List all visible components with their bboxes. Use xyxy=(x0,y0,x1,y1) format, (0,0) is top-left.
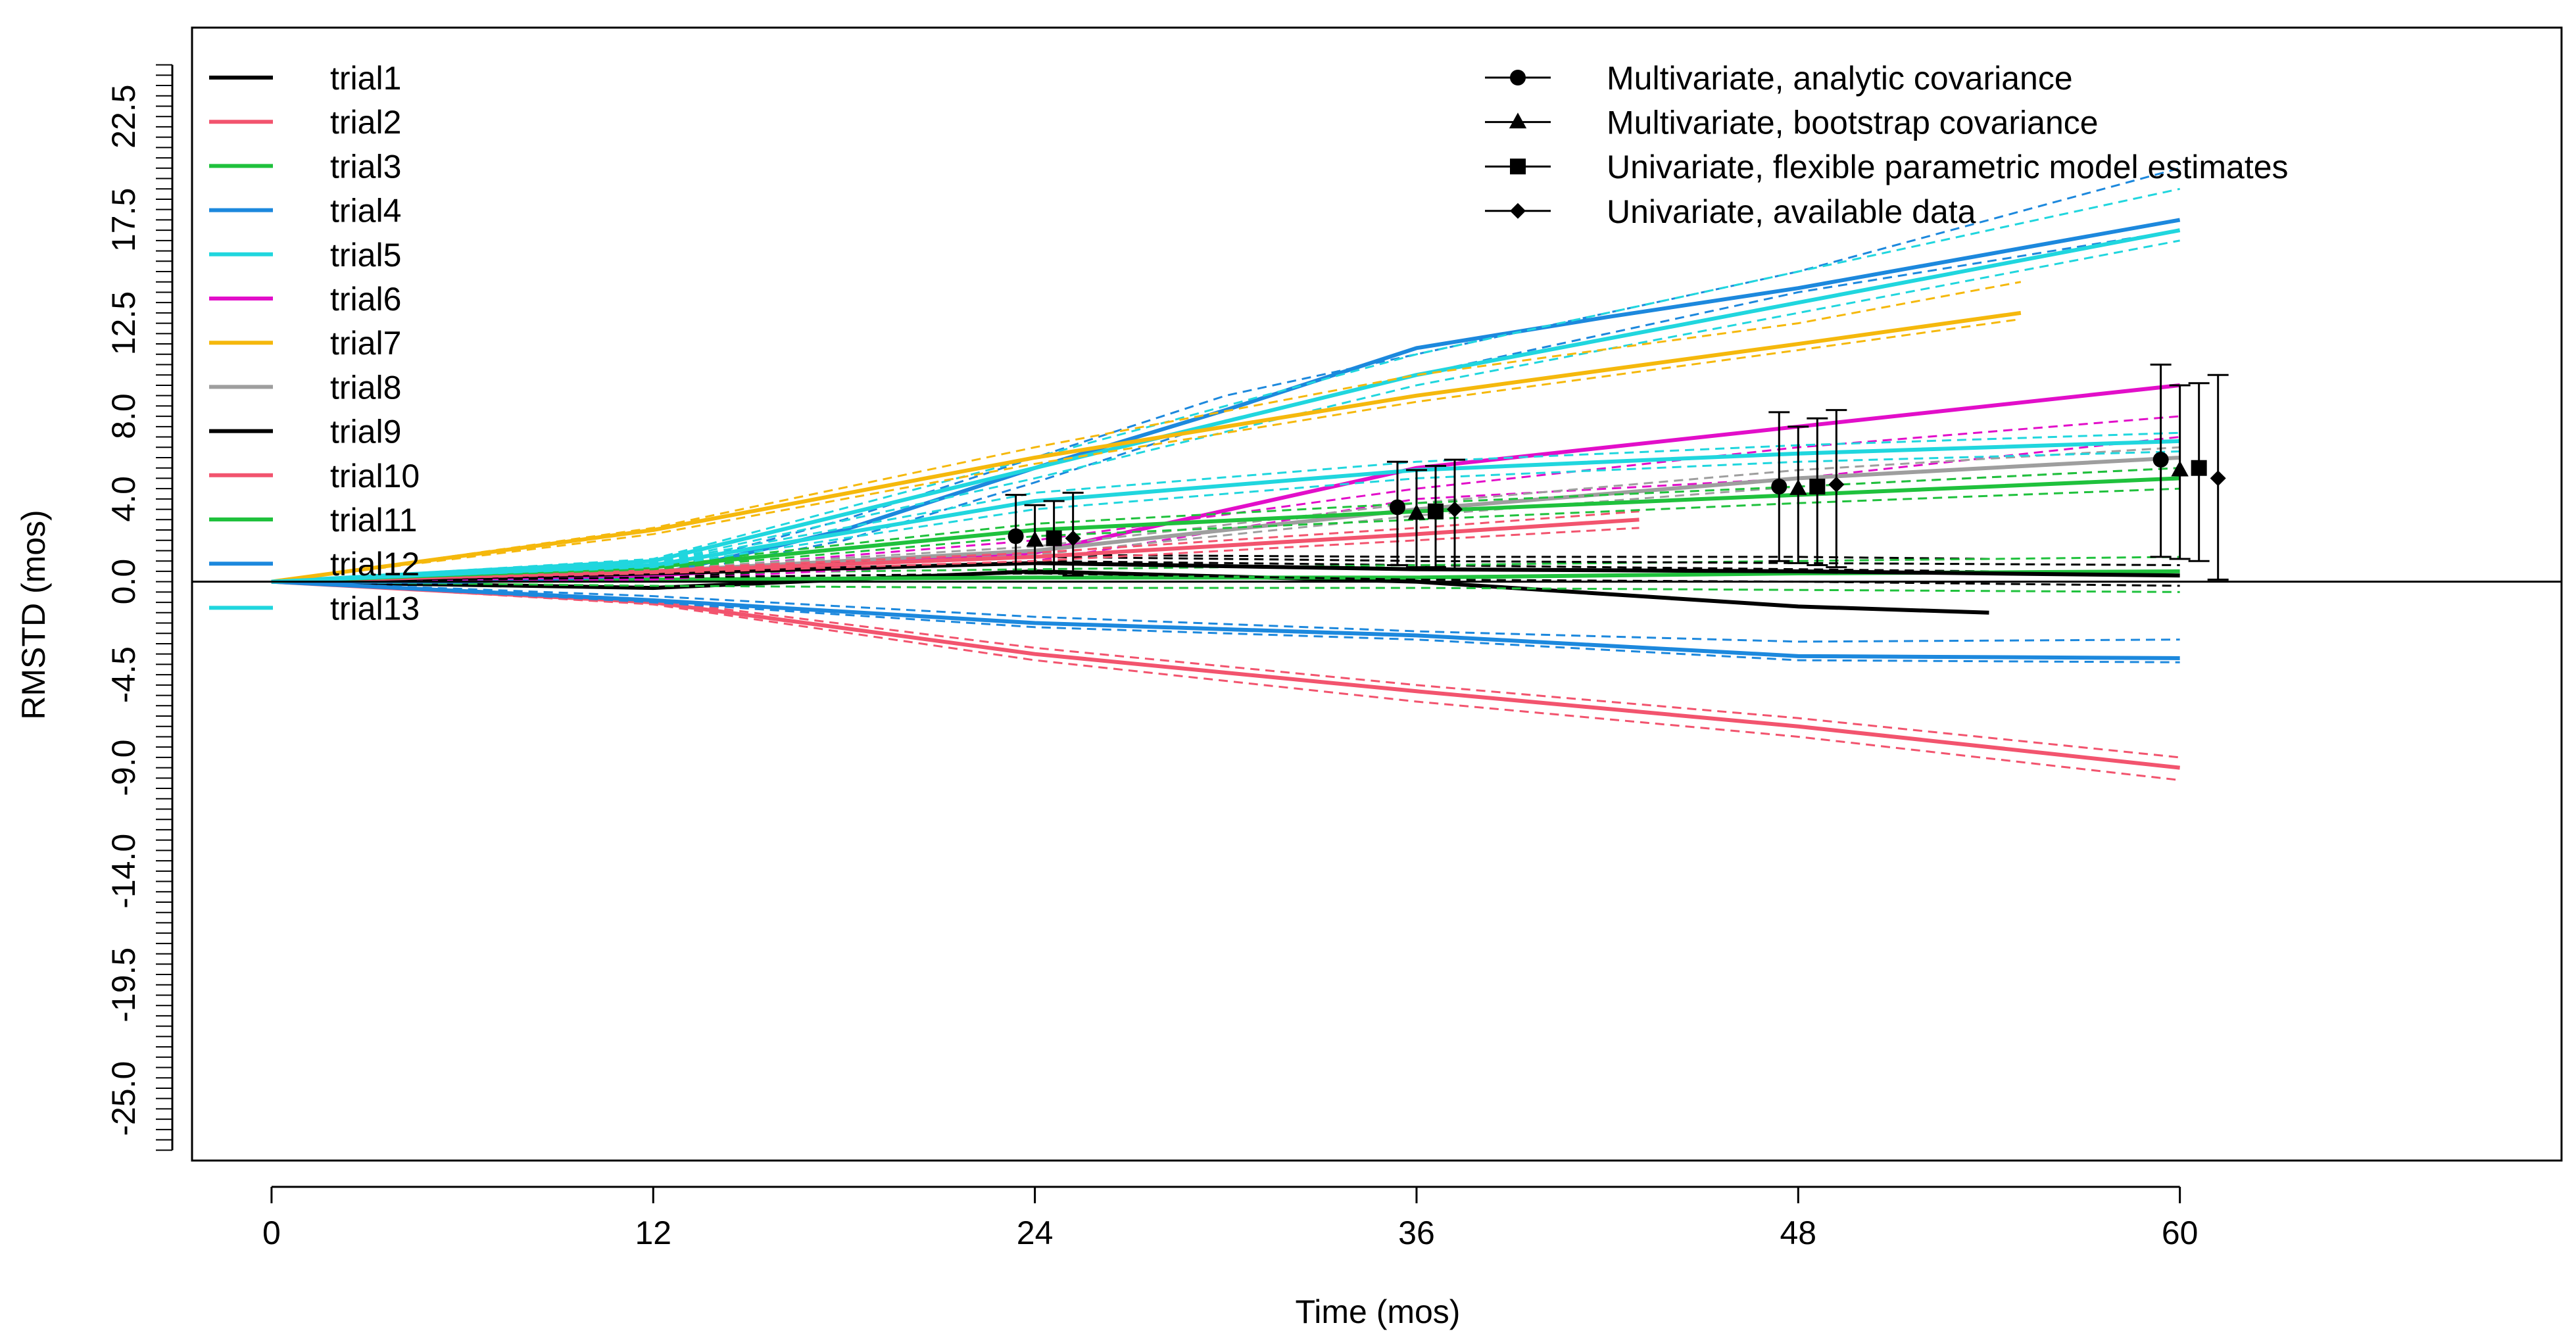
trial13-line xyxy=(271,439,2180,584)
estimate-point-triangle xyxy=(1789,479,1807,495)
series-trial13 xyxy=(271,431,2180,584)
axes: 0 12 24 36 48 60 22.5 17.5 12.5 8.0 4.0 0.0 -4.5 -9.0… xyxy=(105,26,2563,1251)
x-tick-label-12: 12 xyxy=(635,1214,671,1251)
legend-label-trial12: trial12 xyxy=(330,546,420,583)
y-tick-label: -19.5 xyxy=(105,948,142,1022)
legend-label-estimate: Multivariate, analytic covariance xyxy=(1607,60,2073,97)
legend-label-estimate: Multivariate, bootstrap covariance xyxy=(1607,105,2099,141)
x-tick-label-36: 36 xyxy=(1398,1214,1435,1251)
x-tick-label-48: 48 xyxy=(1780,1214,1816,1251)
trial4-ci-upper xyxy=(271,167,2181,583)
x-axis-title: Time (mos) xyxy=(1296,1293,1461,1330)
series-trial12 xyxy=(271,579,2180,663)
legend-trials: trial1 trial2 trial3 trial4 trial5 trial6 tria… xyxy=(209,60,420,627)
legend-label-estimate: Univariate, flexible parametric model es… xyxy=(1607,149,2289,185)
trial5-line xyxy=(271,228,2181,584)
legend-marker-square xyxy=(1510,158,1526,175)
plot-frame xyxy=(191,26,2563,1162)
estimates-circle xyxy=(1005,363,2172,573)
y-tick-label: -14.0 xyxy=(105,834,142,909)
legend-label-estimate: Univariate, available data xyxy=(1607,193,1976,230)
legend-marker-triangle xyxy=(1509,112,1527,129)
estimate-point-diamond xyxy=(1446,501,1463,517)
legend-label-trial1: trial1 xyxy=(330,60,401,97)
legend-label-trial13: trial13 xyxy=(330,590,420,627)
series-trial7 xyxy=(271,281,2022,584)
legend-label-trial4: trial4 xyxy=(330,193,401,229)
estimates-triangle xyxy=(1024,384,2191,575)
y-tick-label: -9.0 xyxy=(105,740,142,796)
estimate-point-circle xyxy=(1389,499,1405,516)
y-tick-label: 0.0 xyxy=(105,559,142,605)
estimate-point-square xyxy=(1046,530,1062,546)
legend-label-trial10: trial10 xyxy=(330,458,420,494)
estimate-point-triangle xyxy=(1407,504,1426,520)
legend-label-trial5: trial5 xyxy=(330,237,401,274)
x-tick-label-0: 0 xyxy=(262,1214,281,1251)
legend-label-trial11: trial11 xyxy=(330,502,417,539)
y-axis-title: RMSTD (mos) xyxy=(15,510,52,719)
x-tick-label-24: 24 xyxy=(1017,1214,1054,1251)
legend-estimates: Multivariate, analytic covariance Multiva… xyxy=(1485,60,2289,230)
estimate-point-square xyxy=(1427,503,1444,519)
estimate-point-circle xyxy=(2152,452,2169,468)
estimate-point-square xyxy=(1809,479,1826,495)
legend-label-trial6: trial6 xyxy=(330,281,401,318)
trial7-ci-lower xyxy=(271,318,2022,583)
estimates-diamond xyxy=(1062,373,2229,581)
estimates-square xyxy=(1043,382,2210,575)
y-tick-label: -4.5 xyxy=(105,646,142,703)
estimate-point-square xyxy=(2191,460,2207,476)
legend-marker-circle xyxy=(1510,70,1526,85)
trial7-line xyxy=(271,310,2022,584)
legend-marker-diamond xyxy=(1510,203,1526,219)
y-tick-label: -25.0 xyxy=(105,1061,142,1136)
legend-label-trial7: trial7 xyxy=(330,325,401,362)
y-tick-label: 12.5 xyxy=(105,291,142,355)
y-tick-label: 8.0 xyxy=(105,393,142,439)
legend-label-trial8: trial8 xyxy=(330,369,401,406)
estimate-point-circle xyxy=(1771,479,1787,495)
estimate-point-triangle xyxy=(2171,460,2189,477)
legend-label-trial3: trial3 xyxy=(330,148,401,185)
x-tick-label-60: 60 xyxy=(2162,1214,2199,1251)
estimate-point-circle xyxy=(1008,528,1024,544)
trial12-line xyxy=(271,579,2180,660)
y-tick-label: 4.0 xyxy=(105,476,142,522)
y-tick-label: 22.5 xyxy=(105,85,142,149)
estimate-point-diamond xyxy=(1828,476,1845,492)
estimate-point-diamond xyxy=(2210,470,2226,487)
legend-label-trial2: trial2 xyxy=(330,104,401,141)
trial12-ci-lower xyxy=(271,581,2180,643)
y-tick-label: 17.5 xyxy=(105,188,142,252)
plot-area xyxy=(192,167,2562,781)
legend-label-trial9: trial9 xyxy=(330,414,401,450)
estimate-point-diamond xyxy=(1065,530,1081,546)
trial3-ci-lower xyxy=(271,581,2180,593)
estimate-point-triangle xyxy=(1026,531,1044,547)
